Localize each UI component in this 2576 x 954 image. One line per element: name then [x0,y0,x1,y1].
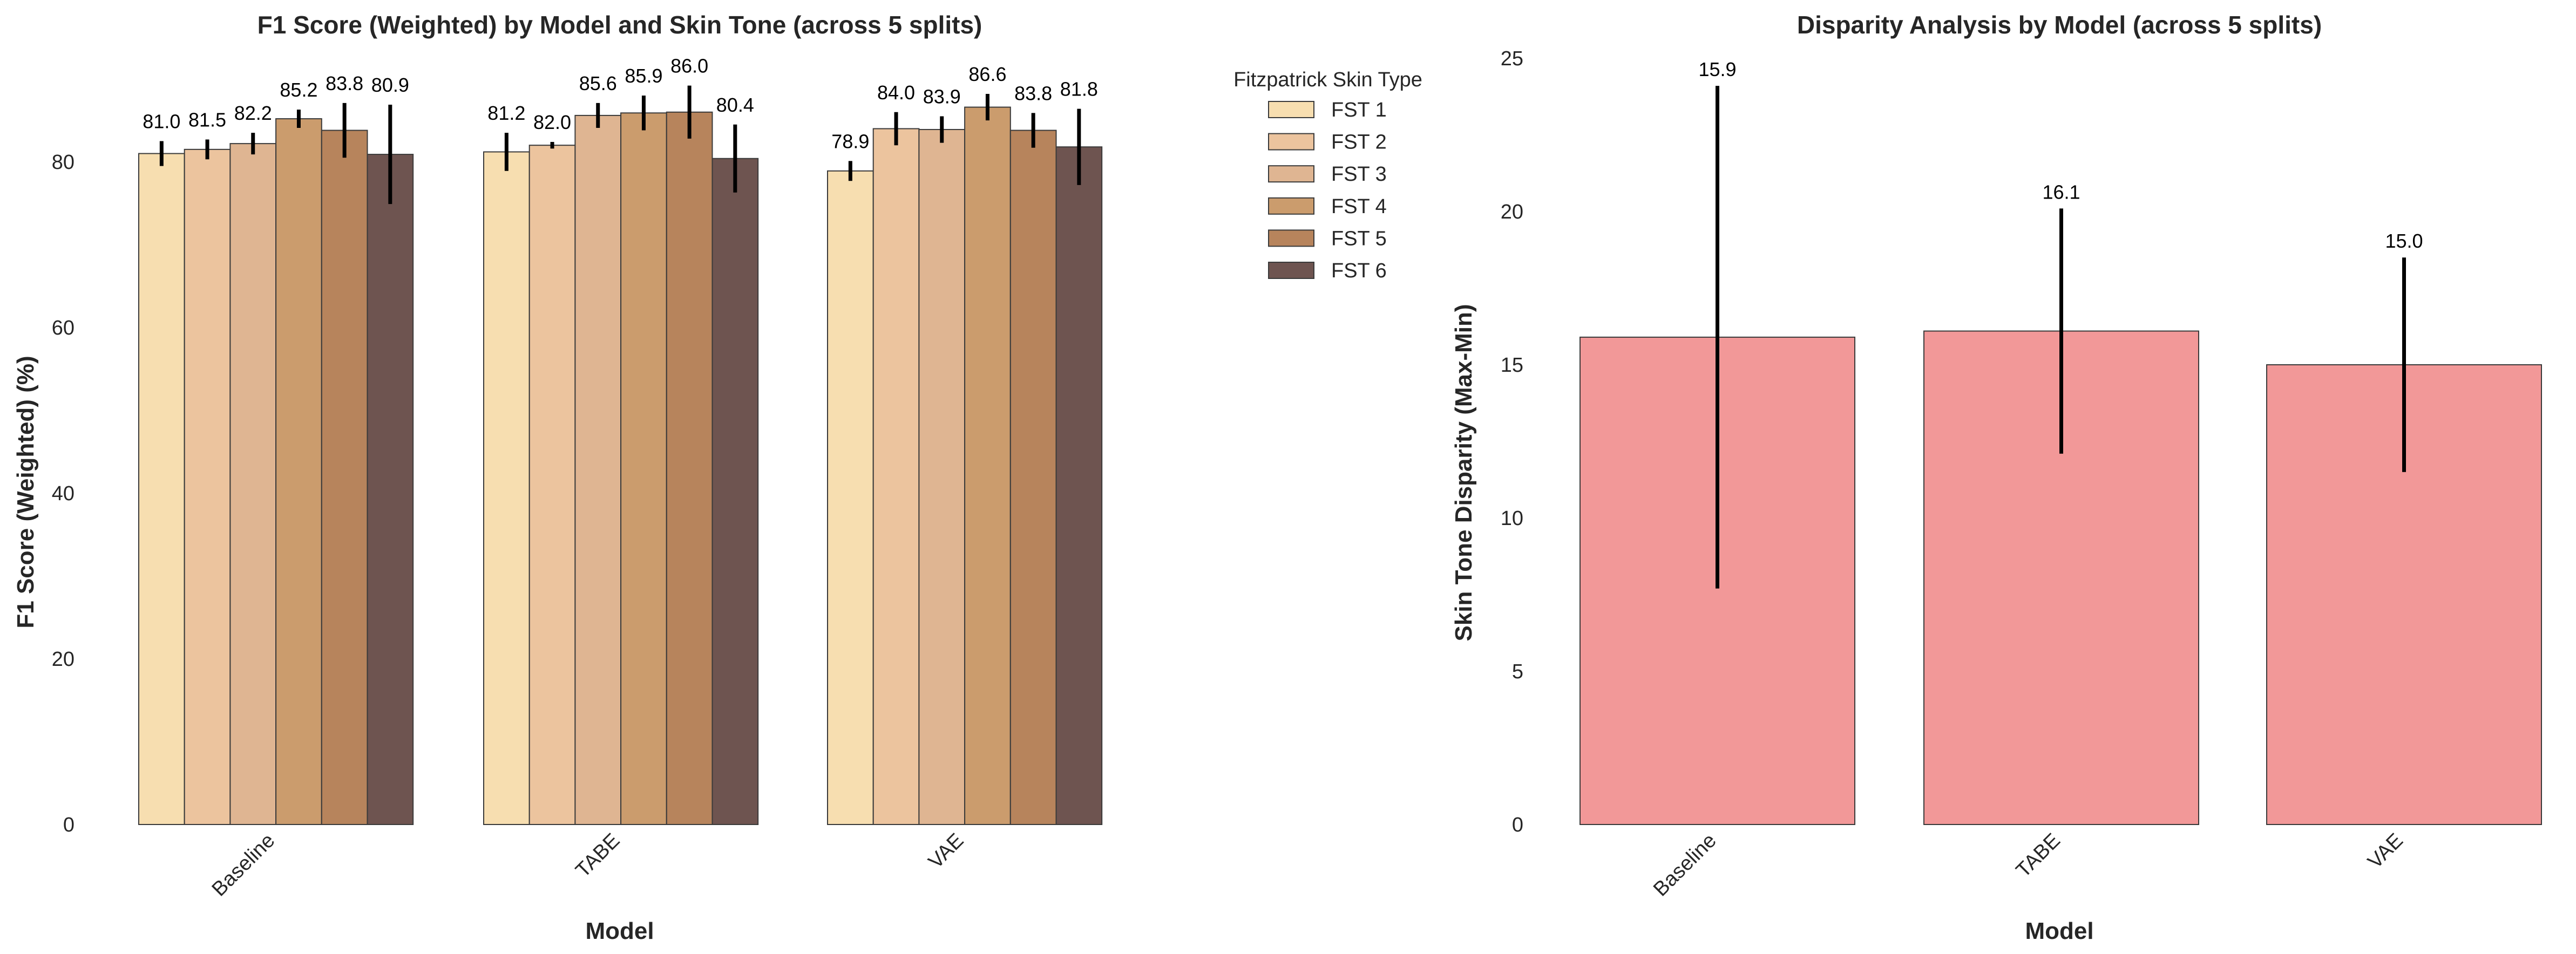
bar-tabe-fst-3 [574,114,622,826]
bar-tabe-fst-5 [666,111,713,825]
legend-label-fst-4: FST 4 [1331,195,1387,218]
left-x-tick-label-baseline: Baseline [208,829,280,901]
value-label-tabe-fst-5: 86.0 [670,55,708,77]
value-label-baseline-fst-5: 83.8 [326,72,363,94]
left-y-tick-label: 60 [52,317,74,339]
right-bars [1580,330,2542,825]
bar-tabe-fst-1 [483,151,530,826]
value-label-tabe-fst-2: 82.0 [533,111,571,133]
bar-tabe-fst-4 [620,112,667,825]
bar-baseline-fst-1 [138,153,185,825]
value-label-baseline-fst-1: 81.0 [143,111,180,133]
disparity-value-label-tabe: 16.1 [2042,181,2080,203]
right-x-axis-title: Model [2025,918,2093,944]
right-x-ticks: Baseline TABE VAE [1649,829,2408,901]
legend-swatch-fst-6 [1268,262,1314,279]
value-label-baseline-fst-2: 81.5 [188,108,226,131]
right-y-tick-label: 5 [1512,660,1523,683]
f1-score-chart: F1 Score (Weighted) by Model and Skin To… [12,11,1103,944]
legend-swatch-fst-3 [1268,165,1314,183]
disparity-value-label-vae: 15.0 [2385,230,2423,252]
legend-swatch-fst-5 [1268,229,1314,247]
legend-swatch-fst-2 [1268,133,1314,151]
left-y-tick-label: 40 [52,482,74,505]
legend-swatch-fst-1 [1268,101,1314,118]
left-y-tick-label: 80 [52,151,74,174]
legend-label-fst-1: FST 1 [1331,99,1387,121]
value-label-vae-fst-6: 81.8 [1060,78,1098,100]
bar-vae-fst-5 [1009,130,1057,825]
legend-label-fst-5: FST 5 [1331,227,1387,250]
bar-baseline-fst-5 [321,130,368,825]
value-label-tabe-fst-4: 85.9 [625,65,662,87]
value-label-tabe-fst-6: 80.4 [716,94,754,116]
right-y-tick-label: 10 [1501,507,1523,530]
value-label-vae-fst-2: 84.0 [877,81,915,104]
left-bars [138,106,1103,826]
legend-label-fst-3: FST 3 [1331,163,1387,186]
legend-label-fst-2: FST 2 [1331,131,1387,154]
bar-baseline-fst-2 [184,148,231,825]
bar-baseline-fst-6 [367,154,414,825]
right-y-tick-label: 25 [1501,47,1523,70]
value-label-vae-fst-4: 86.6 [968,63,1006,85]
left-x-ticks: Baseline TABE VAE [208,829,968,901]
value-label-tabe-fst-1: 81.2 [487,102,525,124]
right-value-labels: 15.9 16.1 15.0 [1698,58,2423,252]
right-error-bars [1716,86,2406,589]
left-error-bars [159,85,1081,205]
bar-vae-fst-6 [1055,146,1103,826]
left-y-ticks: 0 20 40 60 80 [52,151,74,836]
bar-tabe-fst-2 [528,145,576,825]
disparity-chart: Disparity Analysis by Model (across 5 sp… [1450,11,2542,944]
left-x-axis-title: Model [585,918,654,944]
left-x-tick-label-vae: VAE [924,829,968,873]
right-x-tick-label-baseline: Baseline [1649,829,1721,901]
bar-vae-fst-3 [918,129,966,826]
right-x-tick-label-tabe: TABE [2012,829,2065,882]
left-y-axis-title: F1 Score (Weighted) (%) [12,356,39,628]
bar-vae-fst-4 [964,106,1011,825]
left-value-labels: 81.0 81.5 82.2 85.2 83.8 80.9 81.2 82.0 85.6 85.9… [143,55,1098,153]
right-y-tick-label: 0 [1512,814,1523,836]
legend-swatch-fst-4 [1268,197,1314,215]
right-y-axis-title: Skin Tone Disparity (Max-Min) [1450,304,1477,641]
value-label-vae-fst-3: 83.9 [923,85,961,107]
left-chart-title: F1 Score (Weighted) by Model and Skin To… [257,11,982,39]
bar-baseline-fst-3 [229,143,277,826]
value-label-baseline-fst-6: 80.9 [371,74,409,96]
legend-label-fst-6: FST 6 [1331,260,1387,282]
bar-vae-fst-2 [872,128,920,826]
value-label-vae-fst-1: 78.9 [831,130,869,152]
legend-items: FST 1 FST 2 FST 3 FST 4 FST 5 FST 6 [1268,99,1387,282]
bar-vae-fst-1 [827,170,874,826]
disparity-value-label-baseline: 15.9 [1698,58,1736,80]
right-chart-title: Disparity Analysis by Model (across 5 sp… [1797,11,2322,39]
bar-tabe-fst-6 [711,158,759,825]
right-x-tick-label-vae: VAE [2363,829,2407,873]
left-x-tick-label-tabe: TABE [572,829,625,882]
right-y-tick-label: 20 [1501,201,1523,223]
left-y-tick-label: 0 [63,814,74,836]
left-y-tick-label: 20 [52,648,74,671]
right-y-ticks: 0 5 10 15 20 25 [1501,47,1523,836]
value-label-vae-fst-5: 83.8 [1014,82,1052,104]
value-label-baseline-fst-4: 85.2 [280,79,317,101]
value-label-baseline-fst-3: 82.2 [234,102,272,124]
value-label-tabe-fst-3: 85.6 [579,72,617,94]
right-y-tick-label: 15 [1501,354,1523,377]
legend-title: Fitzpatrick Skin Type [1233,69,1422,91]
bar-baseline-fst-4 [275,118,322,826]
